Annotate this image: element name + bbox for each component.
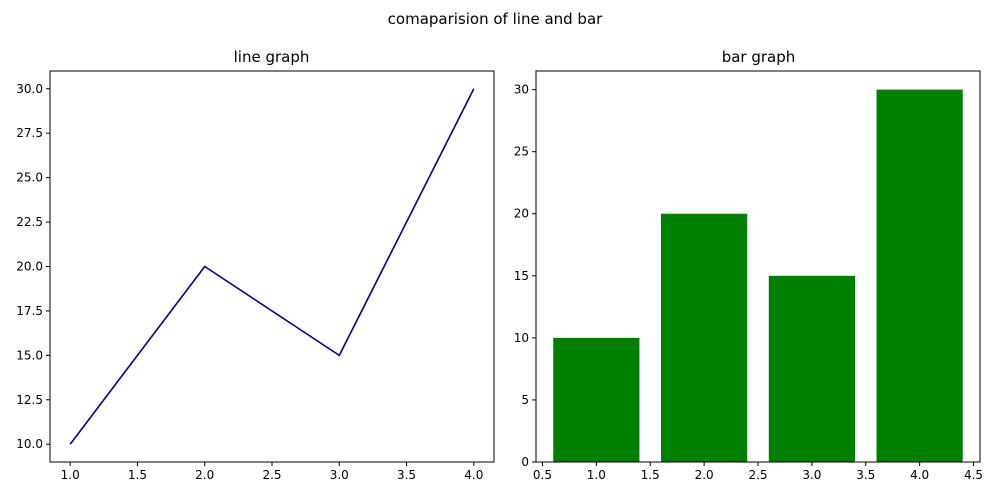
line-graph-y-tick-label: 12.5 bbox=[16, 393, 43, 407]
line-graph-x-tick-label: 2.5 bbox=[262, 468, 281, 482]
bar-graph-y-tick-label: 5 bbox=[521, 393, 529, 407]
line-graph-y-tick-label: 22.5 bbox=[16, 215, 43, 229]
line-graph-plot-area: 1.0 1.5 2.0 2.5 3.0 3.5 4.0 10.0 12.5 15.0 17.5 20.… bbox=[16, 70, 495, 482]
bar-graph-axes: bar graph 0.5 1.0 1.5 2.0 2.5 3.0 3.5 4.0 4.5 0 5 1… bbox=[514, 48, 983, 482]
line-graph-y-tick-label: 20.0 bbox=[16, 260, 43, 274]
bar-graph-bar bbox=[876, 89, 963, 463]
line-graph-axes: line graph 1.0 1.5 2.0 2.5 3.0 3.5 4.0 10.0 12.5… bbox=[16, 48, 495, 482]
bar-graph-y-tick-label: 25 bbox=[514, 145, 529, 159]
bar-graph-x-tick-label: 1.0 bbox=[587, 468, 606, 482]
bar-graph-y-tick-label: 30 bbox=[514, 83, 529, 97]
figure-suptitle: comaparision of line and bar bbox=[388, 10, 603, 28]
line-graph-y-tick-label: 25.0 bbox=[16, 171, 43, 185]
bar-graph-x-tick-label: 4.5 bbox=[964, 468, 983, 482]
line-graph-series-line bbox=[69, 88, 475, 445]
bar-graph-plot-area: 0.5 1.0 1.5 2.0 2.5 3.0 3.5 4.0 4.5 0 5 10 15 20 25 30 bbox=[514, 70, 983, 482]
bar-graph-y-tick-label: 20 bbox=[514, 207, 529, 221]
bar-graph-x-tick-label: 2.5 bbox=[748, 468, 767, 482]
line-graph-x-tick-label: 2.0 bbox=[195, 468, 214, 482]
bar-graph-bar bbox=[661, 213, 748, 462]
line-graph-y-tick-label: 30.0 bbox=[16, 82, 43, 96]
bar-graph-bar bbox=[768, 275, 855, 462]
bar-graph-title: bar graph bbox=[722, 48, 796, 66]
line-graph-frame bbox=[49, 70, 495, 463]
bar-graph-bar bbox=[553, 337, 640, 462]
line-graph-y-tick-label: 10.0 bbox=[16, 437, 43, 451]
line-graph-y-tick-label: 17.5 bbox=[16, 304, 43, 318]
line-graph-x-tick-label: 4.0 bbox=[464, 468, 483, 482]
bar-graph-y-tick-label: 10 bbox=[514, 331, 529, 345]
line-graph-x-tick-label: 3.5 bbox=[397, 468, 416, 482]
line-graph-y-tick-label: 27.5 bbox=[16, 126, 43, 140]
line-graph-title: line graph bbox=[234, 48, 310, 66]
bar-graph-y-tick-label: 0 bbox=[521, 455, 529, 469]
bar-graph-x-tick-label: 1.5 bbox=[641, 468, 660, 482]
bar-graph-x-tick-label: 2.0 bbox=[695, 468, 714, 482]
bar-graph-x-tick-label: 3.0 bbox=[802, 468, 821, 482]
bar-graph-x-tick-label: 0.5 bbox=[533, 468, 552, 482]
bar-graph-y-tick-label: 15 bbox=[514, 269, 529, 283]
bar-graph-x-tick-label: 4.0 bbox=[910, 468, 929, 482]
line-graph-x-tick-label: 3.0 bbox=[330, 468, 349, 482]
bar-graph-x-tick-label: 3.5 bbox=[856, 468, 875, 482]
line-graph-x-tick-label: 1.5 bbox=[128, 468, 147, 482]
line-graph-y-tick-label: 15.0 bbox=[16, 348, 43, 362]
line-graph-x-tick-label: 1.0 bbox=[61, 468, 80, 482]
